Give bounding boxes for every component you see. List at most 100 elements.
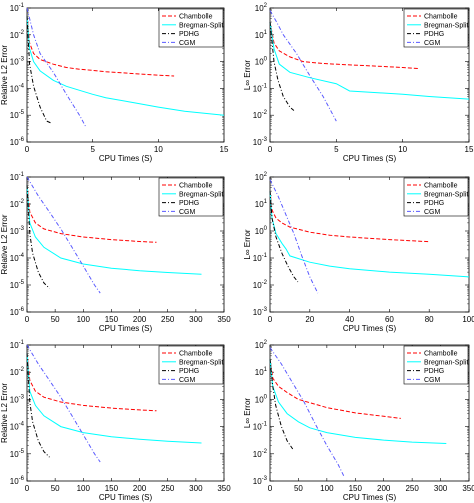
y-tick-label: 10-6 xyxy=(10,307,25,317)
x-tick-label: 300 xyxy=(189,315,203,324)
chart-panel: 0 50 100 150 200 250 300 350 10-6 10-5 10-4 10-3 10-… xyxy=(0,340,231,502)
series-line xyxy=(26,353,50,458)
x-tick-label: 100 xyxy=(77,315,91,324)
y-tick-label: 10-2 xyxy=(10,199,25,209)
y-tick-label: 10-1 xyxy=(253,253,268,263)
y-tick-label: 10-5 xyxy=(10,280,25,290)
y-axis-label: L∞ Error xyxy=(243,60,252,90)
y-tick-label: 10-4 xyxy=(10,83,25,93)
legend-label: CGM xyxy=(179,377,196,384)
series-line xyxy=(26,16,51,124)
legend-label: PDHG xyxy=(179,200,199,207)
x-tick-label: 0 xyxy=(25,315,30,324)
series-line xyxy=(26,176,101,294)
y-tick-label: 10-3 xyxy=(10,57,25,67)
y-axis-label: L∞ Error xyxy=(243,229,252,259)
x-axis-label: CPU Times (S) xyxy=(343,154,397,163)
y-axis-label: Relative L2 Error xyxy=(0,214,9,274)
y-tick-label: 10-6 xyxy=(10,476,25,486)
series-line xyxy=(26,7,87,128)
y-tick-label: 101 xyxy=(255,199,268,209)
y-tick-label: 10-1 xyxy=(253,83,268,93)
chart-panel: 0 5 10 15 10-6 10-5 10-4 10-3 10-2 10-1 CPU Times … xyxy=(0,3,229,163)
y-tick-label: 102 xyxy=(255,340,268,350)
y-tick-label: 10-6 xyxy=(10,137,25,147)
legend-label: Chambolle xyxy=(424,351,458,358)
series-line xyxy=(26,185,50,289)
legend-box xyxy=(403,8,469,48)
legend-label: PDHG xyxy=(179,368,199,375)
chart-panel: 0 5 10 15 10-3 10-2 10-1 100 101 102 CPU Times (S)… xyxy=(243,3,474,163)
y-axis-label: Relative L2 Error xyxy=(0,383,9,443)
y-tick-label: 10-1 xyxy=(10,3,25,13)
y-tick-label: 10-1 xyxy=(10,340,25,350)
legend-box xyxy=(403,177,469,217)
series-line xyxy=(269,359,294,450)
legend-label: PDHG xyxy=(424,31,444,38)
legend-label: Bregman-Split xyxy=(179,191,223,198)
legend-label: Chambolle xyxy=(179,183,213,190)
series-line xyxy=(269,10,337,122)
x-tick-label: 0 xyxy=(25,145,30,154)
legend-label: PDHG xyxy=(424,200,444,207)
x-tick-label: 0 xyxy=(268,484,273,493)
y-tick-label: 100 xyxy=(255,394,268,404)
x-tick-label: 15 xyxy=(220,145,229,154)
x-tick-label: 50 xyxy=(294,484,303,493)
legend-label: CGM xyxy=(179,209,196,216)
x-axis-label: CPU Times (S) xyxy=(99,154,153,163)
series-line xyxy=(26,185,202,275)
series-line xyxy=(269,191,470,278)
legend-label: Bregman-Split xyxy=(424,191,468,198)
legend-label: Bregman-Split xyxy=(424,22,468,29)
legend-box xyxy=(158,345,224,385)
series-line xyxy=(269,179,319,294)
legend-label: CGM xyxy=(424,40,441,47)
y-tick-label: 101 xyxy=(255,30,268,40)
x-tick-label: 100 xyxy=(320,484,334,493)
legend-label: Chambolle xyxy=(424,183,458,190)
y-tick-label: 10-3 xyxy=(253,137,268,147)
series-line xyxy=(26,16,175,77)
x-tick-label: 40 xyxy=(345,315,354,324)
y-tick-label: 10-2 xyxy=(253,280,268,290)
x-tick-label: 20 xyxy=(305,315,314,324)
legend-label: PDHG xyxy=(179,31,199,38)
y-tick-label: 10-1 xyxy=(10,172,25,182)
y-tick-label: 10-3 xyxy=(253,476,268,486)
y-tick-label: 10-2 xyxy=(10,30,25,40)
x-tick-label: 250 xyxy=(161,315,175,324)
y-tick-label: 10-2 xyxy=(253,110,268,120)
x-tick-label: 100 xyxy=(77,484,91,493)
x-tick-label: 200 xyxy=(377,484,391,493)
x-tick-label: 0 xyxy=(268,145,273,154)
x-axis-label: CPU Times (S) xyxy=(343,493,397,502)
legend-box xyxy=(158,8,224,48)
series-line xyxy=(26,344,101,463)
x-tick-label: 300 xyxy=(189,484,203,493)
y-tick-label: 10-2 xyxy=(10,367,25,377)
legend-label: Chambolle xyxy=(179,351,213,358)
legend-label: Bregman-Split xyxy=(179,359,223,366)
x-tick-label: 60 xyxy=(385,315,394,324)
y-tick-label: 102 xyxy=(255,172,268,182)
series-line xyxy=(269,21,419,70)
x-tick-label: 50 xyxy=(51,484,60,493)
y-tick-label: 10-3 xyxy=(10,226,25,236)
x-tick-label: 350 xyxy=(217,484,231,493)
x-tick-label: 150 xyxy=(105,315,119,324)
x-axis-label: CPU Times (S) xyxy=(99,324,153,333)
x-tick-label: 50 xyxy=(51,315,60,324)
legend-label: CGM xyxy=(179,40,196,47)
x-tick-label: 5 xyxy=(90,145,95,154)
legend-label: PDHG xyxy=(424,368,444,375)
series-line xyxy=(269,191,299,283)
series-line xyxy=(26,353,202,444)
legend-box xyxy=(403,345,469,385)
x-tick-label: 200 xyxy=(133,484,147,493)
